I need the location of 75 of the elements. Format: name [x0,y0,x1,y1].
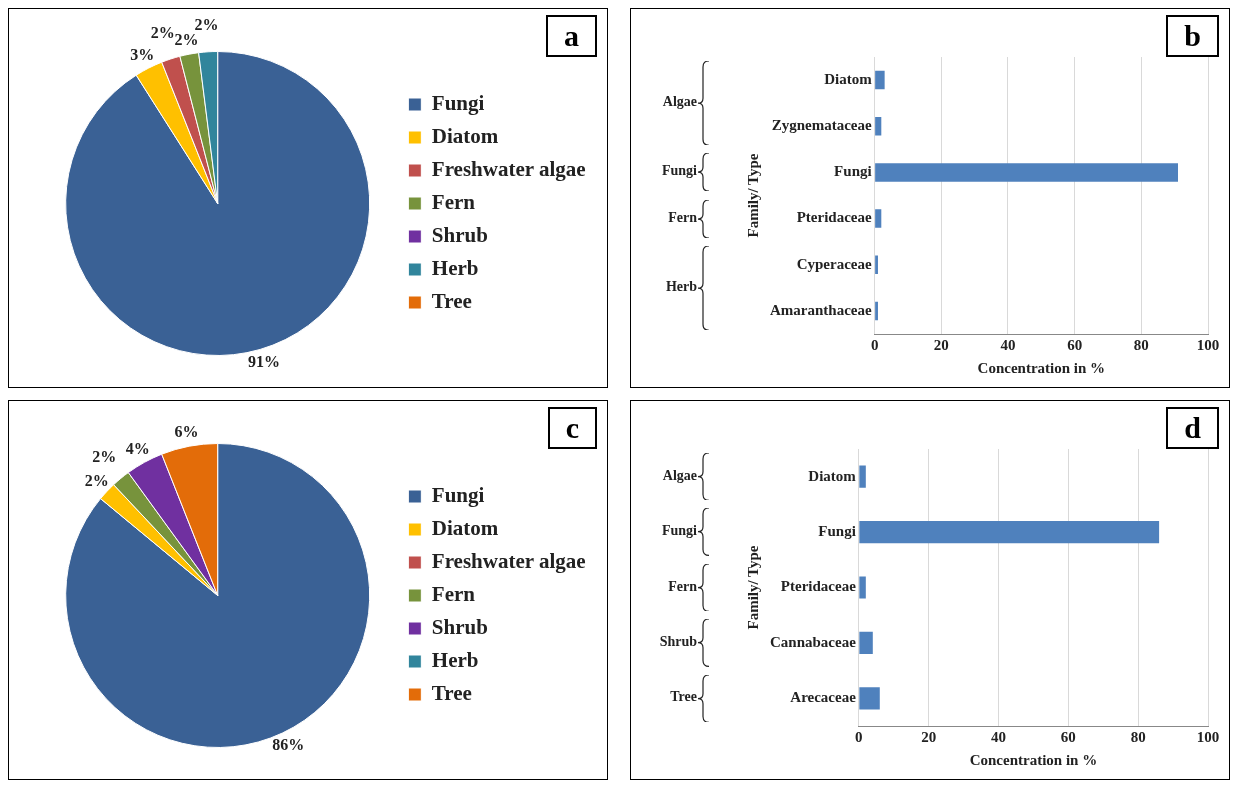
x-axis-title: Concentration in % [977,359,1106,376]
bar [859,576,866,599]
data-label: 4% [125,440,150,458]
bar [859,687,880,710]
data-label: 2% [84,472,109,490]
chart-title: a [546,15,597,57]
text: Shrub [658,633,697,650]
y-tick-label: Fungi [818,522,856,539]
data-label: 3% [130,45,155,63]
x-tick-label: 60 [1067,336,1083,353]
text: Algae [661,467,697,484]
legend-label: Herb [431,255,479,280]
legend-label: Fungi [431,90,485,115]
y-tick-label: Diatom [808,467,857,484]
data-label: 2% [150,24,175,42]
legend-label: Tree [431,680,472,705]
text: Tree [669,689,697,706]
bar [859,465,866,488]
y-tick-label: Pteridaceae [796,209,872,226]
legend-label: Shrub [431,614,488,639]
x-tick-label: 100 [1196,728,1220,745]
legend-label: Freshwater algae [431,156,586,181]
bar [875,163,1178,182]
x-tick-label: 20 [921,728,937,745]
chart-title: c [547,407,597,449]
legend-label: Fern [431,581,476,606]
text: Herb [664,278,697,295]
y-tick-label: Zygnemataceae [771,117,872,134]
text: Fungi [661,163,697,180]
y-tick-label: Cyperaceae [796,255,872,272]
bar [859,631,873,654]
y-tick-label: Diatom [824,70,873,87]
chart-title: d [1166,407,1219,449]
bar [875,255,878,274]
data-label: 2% [194,15,219,33]
x-tick-label: 80 [1130,728,1146,745]
y-tick-label: Fungi [834,163,872,180]
x-axis-title: Concentration in % [969,751,1098,768]
bar [875,117,882,136]
x-tick-label: 100 [1196,336,1220,353]
y-tick-label: Amaranthaceae [770,301,872,318]
x-tick-label: 60 [1060,728,1076,745]
text: Fungi [661,523,697,540]
y-axis-title: Family/ Type [744,153,761,238]
text: Fern [667,578,697,595]
legend-label: Diatom [431,515,499,540]
data-label: 91% [247,353,280,371]
legend-label: Diatom [431,123,499,148]
legend-label: Tree [431,288,472,313]
y-tick-label: Pteridaceae [780,578,857,595]
bar [875,209,882,228]
legend-label: Herb [431,647,479,672]
y-tick-label: Arecaceae [790,689,857,706]
x-tick-label: 40 [1000,336,1016,353]
x-tick-label: 0 [870,336,879,353]
bar [875,70,885,90]
x-tick-label: 0 [855,728,863,745]
data-label: 2% [174,30,199,48]
legend-label: Shrub [431,222,488,247]
legend-label: Freshwater algae [431,548,586,573]
legend-label: Fungi [431,482,485,507]
text: Fern [667,209,697,226]
x-tick-label: 20 [933,336,949,353]
x-tick-label: 80 [1133,336,1149,353]
x-tick-label: 40 [991,728,1006,745]
text: Algae [661,94,697,111]
data-label: 86% [272,735,305,753]
y-axis-title: Family/ Type [744,545,761,630]
y-tick-label: Cannabaceae [769,633,857,650]
data-label: 6% [174,422,199,440]
data-label: 2% [92,448,117,466]
bar [875,301,878,321]
chart-title: b [1166,15,1219,57]
legend-label: Fern [431,189,476,214]
bar [859,521,1160,544]
